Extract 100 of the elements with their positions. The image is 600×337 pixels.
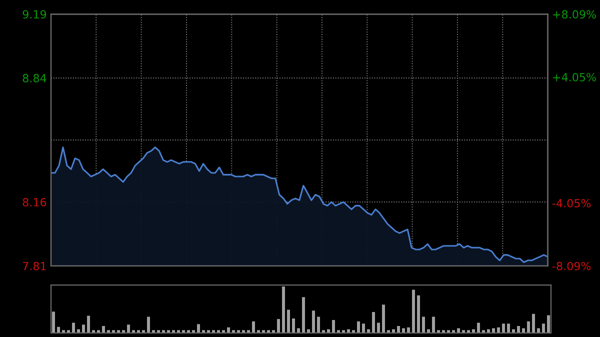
bar [257,330,260,333]
bar [332,320,335,333]
bar [357,321,360,333]
bar [152,330,155,333]
bar [367,329,370,333]
bar [252,321,255,333]
bar [262,330,265,333]
y-tick-label: 9.19 [22,10,46,19]
bar [52,312,55,333]
bar [382,304,385,333]
bar [267,330,270,333]
bar [137,330,140,333]
bar [517,326,520,333]
bar [82,324,85,333]
bar [437,330,440,333]
bar [192,330,195,333]
bar [127,324,130,333]
bar [352,330,355,333]
bar [247,330,250,333]
bar [417,295,420,333]
bar [67,330,70,333]
bar [327,329,330,333]
bar [222,330,225,333]
y-tick-label: 8.16 [22,198,46,206]
bar [87,316,90,333]
bar [142,330,145,333]
bar [122,330,125,333]
bar [427,329,430,333]
bar [442,330,445,333]
bar [107,330,110,333]
bar [187,330,190,333]
bar [227,327,230,333]
bar [362,324,365,333]
bar [542,324,545,333]
bar [302,297,305,333]
bar [412,290,415,333]
bar [322,330,325,333]
bar [392,329,395,333]
bar [157,330,160,333]
y-tick-label: 8.84 [22,74,46,82]
bar [477,322,480,333]
bar [102,326,105,333]
bar [117,330,120,333]
bar [312,310,315,333]
bar [422,316,425,333]
bar [337,330,340,333]
bar [162,330,165,333]
bar [217,330,220,333]
bar [532,314,535,333]
bar [197,324,200,333]
bar [377,322,380,333]
bar [507,324,510,333]
bar [277,319,280,333]
bar [237,330,240,333]
bar [317,316,320,333]
bar [372,312,375,333]
bar [467,330,470,333]
bar [347,329,350,333]
bar [502,324,505,333]
bar [132,330,135,333]
bar [72,322,75,333]
bar [497,327,500,333]
bar [167,330,170,333]
bar [547,315,550,333]
y2-tick-label: +8.09% [553,10,596,19]
bar [232,330,235,333]
bar [527,321,530,333]
bar [112,330,115,333]
bar [287,310,290,333]
bar [147,316,150,333]
bar [462,330,465,333]
y2-tick-label: -4.05% [552,199,591,208]
bar [212,330,215,333]
bar [387,330,390,333]
bar [172,330,175,333]
bar [307,329,310,333]
bar [77,329,80,333]
bar [62,330,65,333]
bar [97,330,100,333]
bar [407,327,410,333]
bar [92,330,95,333]
bar [242,330,245,333]
bar [487,329,490,333]
bar [182,330,185,333]
bar [57,326,60,333]
bar [397,326,400,333]
bar [292,318,295,333]
bar [482,330,485,333]
bar [177,330,180,333]
y2-tick-label: -8.09% [552,262,591,270]
bar [342,330,345,333]
bar [202,330,205,333]
bar [452,330,455,333]
bar [282,286,285,333]
bar [207,330,210,333]
bar [512,329,515,333]
bar [432,316,435,333]
bar [272,330,275,333]
y-tick-label: 7.81 [23,262,46,270]
y2-tick-label: +4.05% [553,72,596,82]
